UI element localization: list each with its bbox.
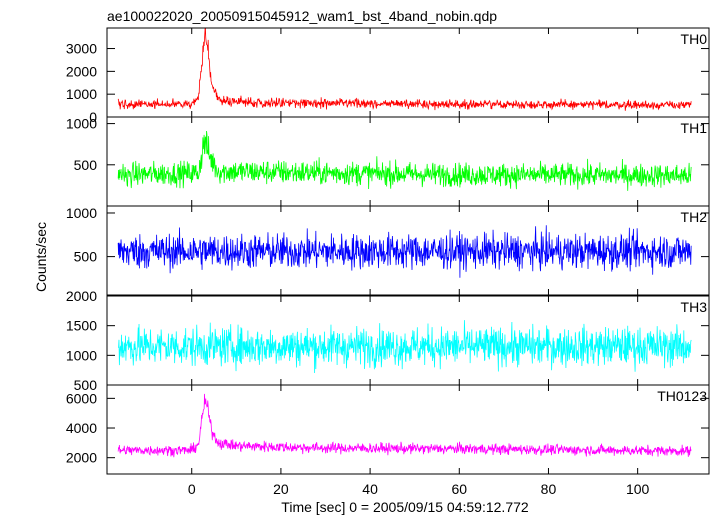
y-tick-label: 3000 bbox=[66, 41, 97, 57]
panel-th0123: 2000 4000 6000 TH0123 bbox=[66, 384, 710, 475]
panel-frame bbox=[106, 384, 710, 475]
series-line-th0 bbox=[117, 28, 692, 111]
series-line-th0123 bbox=[117, 393, 692, 458]
series-line-th1 bbox=[117, 131, 692, 191]
y-tick-label: 4000 bbox=[66, 420, 97, 436]
x-axis-label: Time [sec] 0 = 2005/09/15 04:59:12.772 bbox=[281, 499, 529, 515]
panel-label-th3: TH3 bbox=[681, 299, 708, 315]
y-tick-label: 1500 bbox=[66, 318, 97, 334]
y-tick-label: 6000 bbox=[66, 390, 97, 406]
y-tick-label: 2000 bbox=[66, 288, 97, 304]
x-tick-label: 60 bbox=[451, 481, 467, 497]
y-tick-label: 500 bbox=[74, 249, 98, 265]
panel-th0: 0 1000 2000 3000 TH0 bbox=[66, 27, 710, 125]
y-tick-label: 2000 bbox=[66, 63, 97, 79]
y-axis-label: Counts/sec bbox=[33, 222, 49, 292]
x-tick-label: 0 bbox=[188, 481, 196, 497]
panel-th3: 500 1000 1500 2000 TH3 bbox=[66, 288, 710, 393]
y-tick-label: 1000 bbox=[66, 86, 97, 102]
panel-label-th0123: TH0123 bbox=[657, 388, 707, 404]
x-tick-label: 40 bbox=[362, 481, 378, 497]
x-tick-label: 20 bbox=[273, 481, 289, 497]
x-tick-label: 80 bbox=[541, 481, 557, 497]
y-tick-label: 1000 bbox=[66, 116, 97, 132]
y-tick-label: 2000 bbox=[66, 450, 97, 466]
y-tick-label: 0 bbox=[89, 109, 97, 125]
x-tick-label: 100 bbox=[626, 481, 650, 497]
panel-label-th2: TH2 bbox=[681, 209, 708, 225]
panel-th2: 500 1000 TH2 bbox=[66, 205, 710, 296]
y-tick-label: 1000 bbox=[66, 205, 97, 221]
panel-th1: 500 1000 TH1 bbox=[66, 116, 710, 207]
y-tick-label: 1000 bbox=[66, 347, 97, 363]
panel-frame bbox=[106, 116, 710, 207]
chart-title: ae100022020_20050915045912_wam1_bst_4ban… bbox=[107, 8, 497, 24]
series-line-th2 bbox=[117, 225, 692, 278]
panel-label-th1: TH1 bbox=[681, 120, 708, 136]
y-tick-label: 500 bbox=[74, 377, 98, 393]
series-line-th3 bbox=[118, 320, 692, 374]
panel-frame bbox=[106, 205, 710, 296]
x-axis: 0 20 40 60 80 100 bbox=[188, 481, 650, 497]
y-tick-label: 500 bbox=[74, 157, 98, 173]
panel-label-th0: TH0 bbox=[681, 31, 708, 47]
